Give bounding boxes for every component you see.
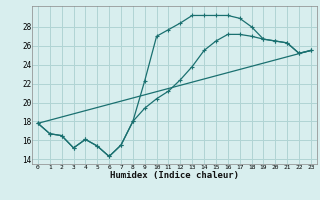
X-axis label: Humidex (Indice chaleur): Humidex (Indice chaleur): [110, 171, 239, 180]
